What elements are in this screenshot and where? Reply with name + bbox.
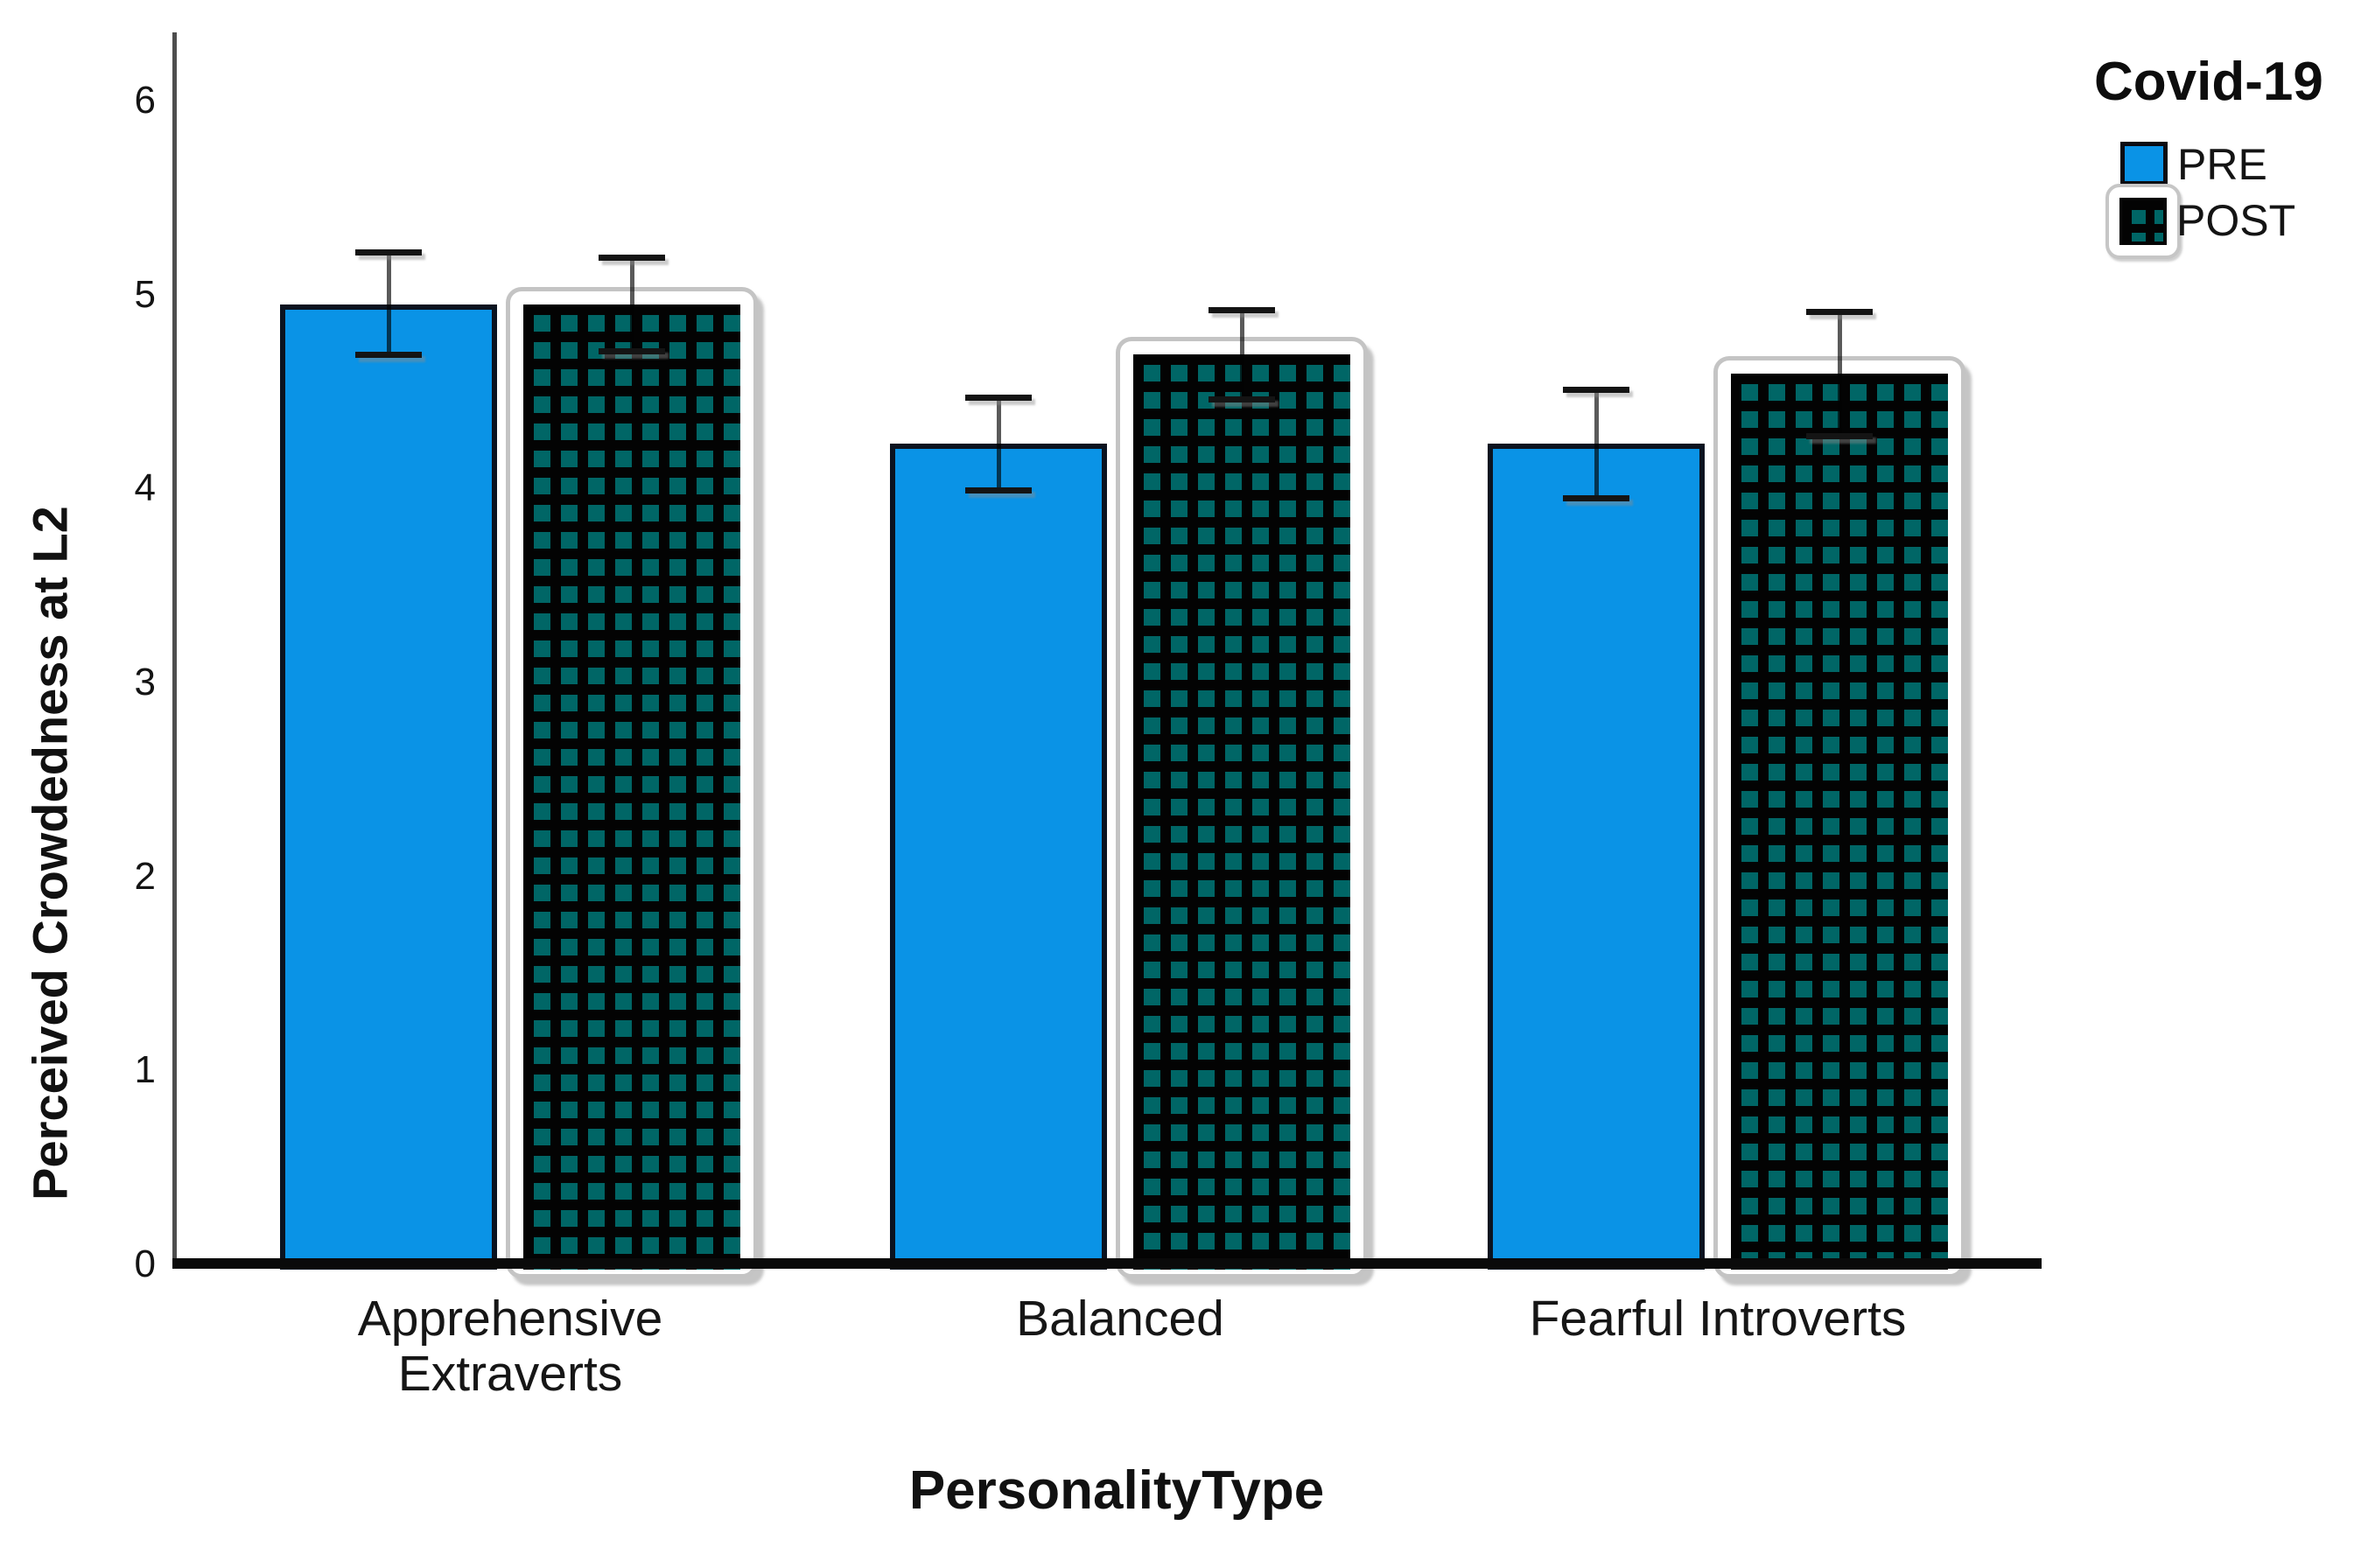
- bar-post-1: [1133, 354, 1350, 1270]
- y-tick-label-3: 3: [134, 660, 156, 704]
- legend-post-label: POST: [2176, 196, 2296, 245]
- error-bar-cap-low-pre-2: [1563, 495, 1629, 502]
- error-bar-cap-low-post-2: [1806, 433, 1873, 440]
- error-bar-cap-high-pre-0: [355, 248, 422, 256]
- legend-post-swatch-icon: [2119, 198, 2167, 245]
- x-category-label-1: Balanced: [1016, 1291, 1224, 1347]
- y-tick-label-4: 4: [134, 466, 156, 510]
- bar-post-0: [523, 304, 740, 1270]
- error-bar-cap-low-pre-1: [965, 487, 1032, 494]
- error-bar-cap-high-post-1: [1209, 307, 1275, 314]
- bar-post-2: [1731, 374, 1948, 1270]
- bar-pre-0: [280, 304, 497, 1270]
- y-tick-label-0: 0: [134, 1242, 156, 1285]
- error-bar-cap-low-post-1: [1209, 396, 1275, 403]
- error-bar-line-post-0: [629, 257, 634, 351]
- legend-pre-label: PRE: [2177, 140, 2267, 189]
- error-bar-line-pre-0: [386, 251, 391, 355]
- y-axis-title: Perceived Crowdedness at L2: [22, 506, 78, 1200]
- y-tick-label-1: 1: [134, 1048, 156, 1092]
- y-axis-line: [172, 32, 177, 1260]
- y-tick-label-2: 2: [134, 854, 156, 898]
- error-bar-cap-high-pre-2: [1563, 387, 1629, 394]
- bar-pre-1: [890, 444, 1107, 1270]
- x-category-label-0: Apprehensive Extraverts: [357, 1291, 663, 1402]
- error-bar-line-pre-1: [996, 397, 1001, 491]
- x-category-label-2: Fearful Introverts: [1529, 1291, 1907, 1347]
- y-tick-label-6: 6: [134, 78, 156, 122]
- bar-post-frame-0: [506, 286, 758, 1278]
- error-bar-cap-low-pre-0: [355, 352, 422, 359]
- error-bar-line-post-1: [1239, 310, 1244, 400]
- error-bar-cap-low-post-0: [599, 347, 665, 354]
- error-bar-cap-high-post-2: [1806, 309, 1873, 316]
- x-axis-line: [172, 1258, 2042, 1269]
- bar-post-frame-1: [1116, 337, 1368, 1278]
- legend-pre-swatch-icon: [2120, 142, 2168, 186]
- legend-post-frame: [2105, 184, 2181, 259]
- error-bar-cap-high-post-0: [599, 255, 665, 262]
- bar-post-frame-2: [1713, 356, 1965, 1278]
- error-bar-line-post-2: [1837, 312, 1842, 437]
- x-axis-title: PersonalityType: [908, 1460, 1325, 1521]
- bar-pre-2: [1488, 444, 1705, 1270]
- error-bar-line-pre-2: [1594, 389, 1599, 499]
- y-tick-label-5: 5: [134, 272, 156, 316]
- error-bar-cap-high-pre-1: [965, 395, 1032, 401]
- legend-title: Covid-19: [2094, 52, 2323, 112]
